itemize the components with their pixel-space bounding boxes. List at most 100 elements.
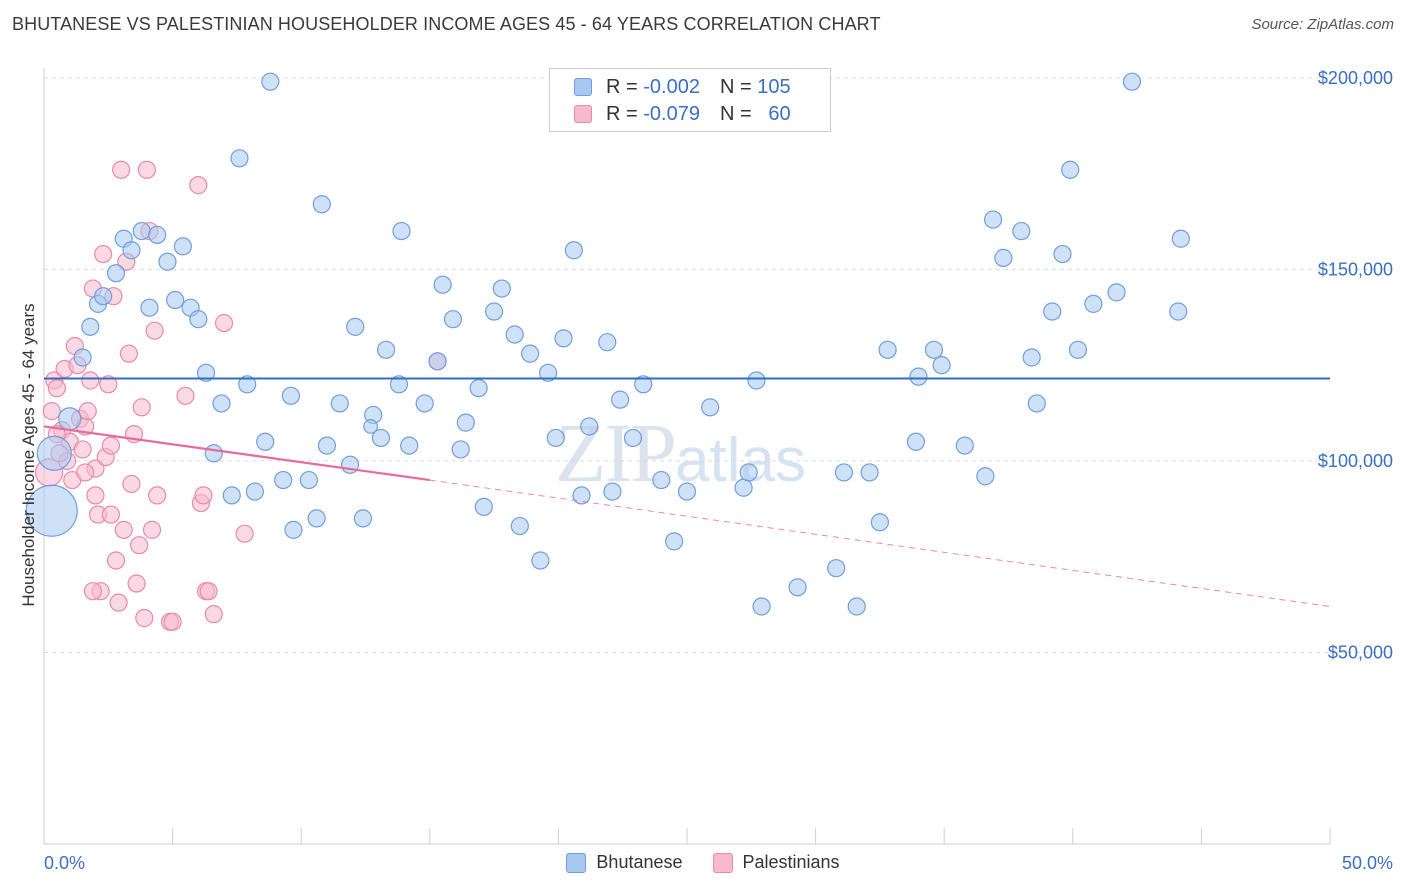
bhutanese-point [122, 241, 141, 260]
bhutanese-point [652, 470, 671, 490]
legend-n-label: N = [719, 102, 752, 125]
bhutanese-point [1122, 72, 1142, 91]
bhutanese-point [906, 432, 926, 451]
palestinian-point [42, 402, 61, 421]
palestinian-point [112, 160, 131, 179]
palestinian-point [132, 398, 151, 417]
palestinian-point [204, 605, 223, 624]
legend-n-label: N = [719, 75, 752, 98]
bhutanese-point [166, 290, 185, 310]
bhutanese-point [827, 559, 846, 578]
bhutanese-point [860, 463, 879, 482]
bhutanese-point [955, 436, 974, 455]
bhutanese-point [611, 390, 630, 409]
palestinian-point [101, 436, 120, 455]
y-axis-title: Householder Income Ages 45 - 64 years [19, 303, 38, 606]
bhutanese-point [307, 509, 326, 528]
bhutanese-point [1084, 294, 1103, 313]
bhutanese-point [25, 484, 78, 537]
source-label: Source: ZipAtlas.com [1251, 16, 1394, 33]
bhutanese-point [598, 333, 617, 352]
palestinian-point [101, 505, 120, 524]
bhutanese-point [230, 149, 249, 168]
palestinian-point [130, 536, 149, 555]
palestinian-point [142, 520, 162, 539]
bhutanese-point [81, 317, 100, 336]
y-tick-label: $200,000 [1318, 68, 1393, 88]
bhutanese-point [73, 348, 92, 367]
bhutanese-point [222, 486, 241, 505]
bhutanese-point [443, 310, 463, 329]
palestinian-trend-line [43, 425, 430, 482]
bhutanese-point [983, 210, 1003, 229]
legend-swatch-palestinians [574, 105, 592, 123]
palestinian-point [148, 486, 167, 505]
bhutanese-point [58, 407, 82, 431]
bhutanese-point [140, 298, 159, 317]
palestinian-point [78, 402, 97, 421]
bhutanese-point [564, 241, 583, 260]
bhutanese-point [1068, 340, 1088, 359]
bhutanese-point [158, 252, 177, 271]
bhutanese-point [580, 417, 599, 436]
bhutanese-point [299, 470, 319, 490]
bhutanese-point [976, 467, 995, 486]
palestinian-point [122, 474, 141, 494]
bhutanese-point [834, 463, 853, 482]
bhutanese-point [376, 340, 396, 359]
bhutanese-point [261, 72, 280, 91]
bhutanese-point [451, 440, 470, 459]
bhutanese-point [371, 428, 391, 448]
palestinian-point [83, 582, 102, 601]
palestinian-point [81, 371, 100, 390]
palestinian-point [99, 375, 118, 394]
grid-lines [44, 77, 1396, 653]
y-tick-label: $50,000 [1328, 642, 1393, 662]
bhutanese-point [312, 195, 331, 214]
bhutanese-point [623, 428, 643, 448]
palestinian-point [76, 463, 95, 482]
palestinian-point [135, 608, 154, 628]
bhutanese-point [546, 428, 565, 448]
bhutanese-point [212, 394, 231, 413]
bhutanese-point [665, 532, 684, 551]
palestinian-point [109, 593, 128, 612]
bhutanese-point [428, 352, 447, 371]
palestinian-point [73, 440, 92, 459]
palestinian-point [94, 244, 113, 264]
y-tick-label: $100,000 [1318, 451, 1393, 471]
bhutanese-point [909, 367, 928, 386]
palestinian-point [194, 486, 213, 505]
palestinian-point [114, 520, 133, 539]
legend-n-value: 60 [768, 102, 791, 125]
bhutanese-point [1107, 283, 1126, 302]
chart-title: BHUTANESE VS PALESTINIAN HOUSEHOLDER INC… [12, 14, 881, 34]
x-tick-label: 50.0% [1342, 853, 1393, 873]
bottom-legend-swatch-palestinians [712, 852, 733, 873]
bhutanese-point [994, 248, 1013, 267]
bhutanese-point [94, 287, 113, 306]
bhutanese-point [924, 340, 944, 359]
bottom-legend-bhutanese: Bhutanese [566, 852, 683, 873]
bhutanese-point [238, 375, 257, 394]
bhutanese-point [531, 551, 550, 570]
bhutanese-point [317, 436, 337, 455]
palestinian-point [176, 386, 195, 405]
legend: R = -0.002 N = 105 R = -0.079 N = 60 [549, 68, 831, 132]
bhutanese-point [245, 482, 265, 501]
bhutanese-point [734, 478, 753, 497]
bhutanese-point [132, 221, 151, 241]
y-tick-label: $150,000 [1318, 259, 1393, 279]
bhutanese-point [677, 482, 697, 501]
palestinian-point [145, 321, 164, 340]
palestinian-point [106, 551, 126, 570]
bhutanese-point [196, 363, 216, 382]
bhutanese-point [485, 302, 504, 321]
legend-n-value: 105 [757, 75, 791, 98]
bottom-legend-label: Bhutanese [596, 852, 683, 872]
palestinian-point [86, 486, 105, 505]
palestinian-point [163, 612, 182, 631]
bhutanese-point [701, 398, 720, 417]
bhutanese-point [1022, 348, 1041, 367]
legend-r-value: -0.079 [643, 102, 700, 125]
